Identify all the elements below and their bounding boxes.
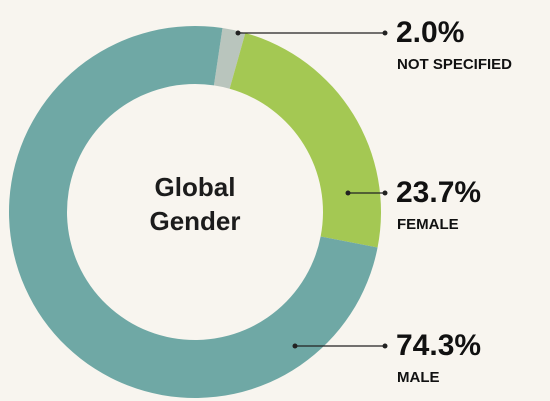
- donut-segment: [8, 26, 378, 399]
- donut-segment: [213, 28, 246, 89]
- value-label: 23.7%: [396, 176, 481, 209]
- chart-title: Global Gender: [149, 172, 241, 236]
- category-label: MALE: [397, 369, 440, 386]
- donut-segment: [229, 32, 381, 248]
- leader-dot: [292, 343, 298, 349]
- value-label: 2.0%: [396, 16, 464, 49]
- value-label: 74.3%: [396, 329, 481, 362]
- leader-dot: [235, 30, 241, 36]
- leader-dot: [382, 190, 388, 196]
- leader-dot: [345, 190, 351, 196]
- leader-dot: [382, 343, 388, 349]
- category-label: FEMALE: [397, 216, 459, 233]
- category-label: NOT SPECIFIED: [397, 56, 512, 73]
- leader-dot: [382, 30, 388, 36]
